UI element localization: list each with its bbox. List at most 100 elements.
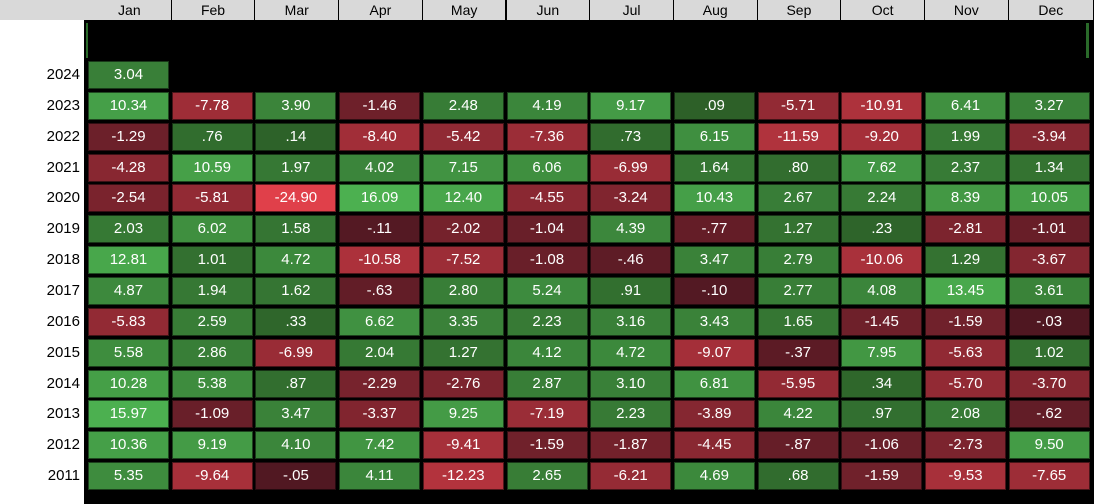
heatmap-cell-2023-may: 2.48 (422, 91, 504, 120)
heatmap-cell-2015-feb: 2.86 (171, 338, 253, 367)
heatmap-cell-2013-jun: -7.19 (506, 400, 588, 429)
heatmap-cell-2014-feb: 5.38 (171, 369, 253, 398)
heatmap-cell-2015-aug: -9.07 (673, 338, 755, 367)
heatmap-cell-2022-mar: .14 (255, 122, 337, 151)
heatmap-cell-2011-oct: -1.59 (841, 462, 923, 491)
heatmap-cell-2015-jan: 5.58 (88, 338, 169, 367)
heatmap-cell-2021-jun: 6.06 (506, 153, 588, 182)
month-header-feb: Feb (171, 0, 256, 20)
heatmap-cell-2019-jun: -1.04 (506, 215, 588, 244)
heatmap-cell-2015-sep: -.37 (757, 338, 839, 367)
heatmap-cell-2019-jan: 2.03 (88, 215, 169, 244)
heatmap-cell-2015-oct: 7.95 (841, 338, 923, 367)
heatmap-cell-2019-dec: -1.01 (1008, 215, 1090, 244)
heatmap-cell-2012-dec: 9.50 (1008, 431, 1090, 460)
heatmap-cell-2018-aug: 3.47 (673, 246, 755, 275)
heatmap-cell-2016-jan: -5.83 (88, 307, 169, 336)
heatmap-cell-2015-may: 1.27 (422, 338, 504, 367)
heatmap-cell-2019-nov: -2.81 (925, 215, 1006, 244)
heatmap-cell-2015-apr: 2.04 (339, 338, 421, 367)
heatmap-cell-2016-sep: 1.65 (757, 307, 839, 336)
heatmap-cell-2016-may: 3.35 (422, 307, 504, 336)
year-label-2023: 2023 (0, 90, 84, 121)
heatmap-cell-2013-feb: -1.09 (171, 400, 253, 429)
heatmap-cell-2012-apr: 7.42 (339, 431, 421, 460)
heatmap-cell-2014-may: -2.76 (422, 369, 504, 398)
heatmap-cell-2022-apr: -8.40 (339, 122, 421, 151)
heatmap-cell-2012-jan: 10.36 (88, 431, 169, 460)
heatmap-cell-2021-aug: 1.64 (673, 153, 755, 182)
heatmap-cell-2017-mar: 1.62 (255, 276, 337, 305)
heatmap-cell-2018-nov: 1.29 (925, 246, 1006, 275)
heatmap-cell-2014-sep: -5.95 (757, 369, 839, 398)
heatmap-cell-2011-jul: -6.21 (590, 462, 672, 491)
heatmap-cell-2023-jul: 9.17 (590, 91, 672, 120)
heatmap-cell-2020-oct: 2.24 (841, 184, 923, 213)
heatmap-cell-2011-mar: -.05 (255, 462, 337, 491)
heatmap-cell-2020-jul: -3.24 (590, 184, 672, 213)
heatmap-cell-2018-oct: -10.06 (841, 246, 923, 275)
heatmap-cell-2013-jul: 2.23 (590, 400, 672, 429)
heatmap-cell-2023-aug: .09 (673, 91, 755, 120)
heatmap-cell-2011-feb: -9.64 (171, 462, 253, 491)
heatmap-cell-2012-may: -9.41 (422, 431, 504, 460)
year-label-2017: 2017 (0, 275, 84, 306)
heatmap-cell-2016-nov: -1.59 (925, 307, 1006, 336)
month-header-sep: Sep (757, 0, 842, 20)
month-header-may: May (422, 0, 507, 20)
heatmap-cell-2017-sep: 2.77 (757, 276, 839, 305)
heatmap-cell-2015-jun: 4.12 (506, 338, 588, 367)
heatmap-cell-2014-apr: -2.29 (339, 369, 421, 398)
heatmap-cell-2023-apr: -1.46 (339, 91, 421, 120)
heatmap-cell-2017-jul: .91 (590, 276, 672, 305)
heatmap-cell-2013-sep: 4.22 (757, 400, 839, 429)
heatmap-cell-2023-nov: 6.41 (925, 91, 1006, 120)
heatmap-cell-2013-jan: 15.97 (88, 400, 169, 429)
heatmap-cell-2020-apr: 16.09 (339, 184, 421, 213)
heatmap-cell-2013-may: 9.25 (422, 400, 504, 429)
year-label-2019: 2019 (0, 214, 84, 245)
heatmap-cell-2022-jan: -1.29 (88, 122, 169, 151)
heatmap-cell-2023-dec: 3.27 (1008, 91, 1090, 120)
heatmap-cell-2020-nov: 8.39 (925, 184, 1006, 213)
month-header-oct: Oct (841, 0, 925, 20)
heatmap-cell-2023-mar: 3.90 (255, 91, 337, 120)
heatmap-cell-2023-feb: -7.78 (171, 91, 253, 120)
heatmap-cell-2011-jan: 5.35 (88, 462, 169, 491)
heatmap-cell-2011-aug: 4.69 (673, 462, 755, 491)
year-label-2018: 2018 (0, 245, 84, 276)
heatmap-cell-2020-jun: -4.55 (506, 184, 588, 213)
heatmap-cell-2017-jun: 5.24 (506, 276, 588, 305)
heatmap-cell-2014-jan: 10.28 (88, 369, 169, 398)
heatmap-cell-2021-jan: -4.28 (88, 153, 169, 182)
year-label-2014: 2014 (0, 368, 84, 399)
heatmap-cell-2012-jul: -1.87 (590, 431, 672, 460)
heatmap-cell-2019-aug: -.77 (673, 215, 755, 244)
heatmap-cell-2016-dec: -.03 (1008, 307, 1090, 336)
heatmap-cell-2019-oct: .23 (841, 215, 923, 244)
heatmap-cell-2020-may: 12.40 (422, 184, 504, 213)
year-label-2013: 2013 (0, 399, 84, 430)
month-header-dec: Dec (1008, 0, 1094, 20)
year-label-2016: 2016 (0, 306, 84, 337)
heatmap-cell-2012-mar: 4.10 (255, 431, 337, 460)
month-header-jan: Jan (88, 0, 172, 20)
heatmap-cell-2015-jul: 4.72 (590, 338, 672, 367)
heatmap-cell-2014-oct: .34 (841, 369, 923, 398)
heatmap-cell-2016-aug: 3.43 (673, 307, 755, 336)
heatmap-cell-2014-mar: .87 (255, 369, 337, 398)
heatmap-cell-2014-aug: 6.81 (673, 369, 755, 398)
heatmap-cell-2017-may: 2.80 (422, 276, 504, 305)
heatmap-cell-2019-sep: 1.27 (757, 215, 839, 244)
heatmap-cell-2013-oct: .97 (841, 400, 923, 429)
heatmap-cell-2012-oct: -1.06 (841, 431, 923, 460)
heatmap-cell-2017-nov: 13.45 (925, 276, 1006, 305)
heatmap-cell-2018-jun: -1.08 (506, 246, 588, 275)
heatmap-cell-2019-feb: 6.02 (171, 215, 253, 244)
heatmap-cell-2018-dec: -3.67 (1008, 246, 1090, 275)
heatmap-cell-2018-jan: 12.81 (88, 246, 169, 275)
heatmap-cell-2019-jul: 4.39 (590, 215, 672, 244)
year-label-2022: 2022 (0, 121, 84, 152)
heatmap-cell-2015-nov: -5.63 (925, 338, 1006, 367)
heatmap-cell-2013-mar: 3.47 (255, 400, 337, 429)
